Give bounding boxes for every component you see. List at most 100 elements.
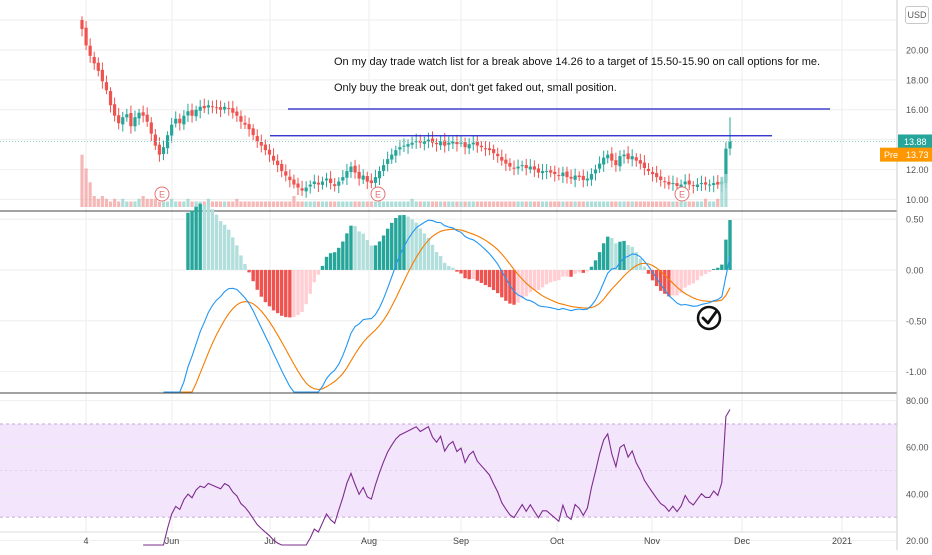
candle-body	[145, 114, 149, 122]
volume-bar	[80, 154, 84, 207]
volume-bar	[414, 201, 418, 207]
candle-body	[569, 176, 573, 179]
volume-bar	[178, 201, 182, 207]
macd-hist-bar	[410, 219, 414, 270]
candle-body	[565, 171, 569, 178]
macd-hist-bar	[210, 209, 215, 270]
candle-body	[699, 183, 704, 185]
volume-bar	[341, 201, 345, 207]
x-tick-label: Dec	[734, 536, 751, 546]
volume-bar	[483, 201, 488, 207]
volume-bar	[475, 201, 479, 207]
volume-bar	[561, 201, 565, 207]
candle-body	[577, 175, 581, 178]
rsi-tick-label: 60.00	[906, 443, 929, 453]
candle-body	[467, 144, 471, 149]
macd-hist-bar	[320, 265, 325, 270]
candle-body	[398, 147, 402, 150]
candle-body	[117, 115, 121, 124]
volume-bar	[659, 201, 663, 207]
volume-bar	[223, 201, 227, 207]
volume-bar	[630, 201, 634, 207]
volume-bar	[516, 201, 520, 207]
volume-bar	[467, 201, 471, 207]
candle-body	[675, 183, 679, 187]
candle-body	[133, 117, 137, 127]
candle-body	[683, 181, 687, 185]
volume-bar	[663, 201, 667, 207]
macd-hist-bar	[483, 269, 488, 286]
macd-hist-bar	[561, 269, 565, 277]
volume-bar	[137, 198, 141, 207]
candle-body	[377, 171, 382, 179]
volume-bar	[642, 201, 647, 207]
macd-hist-bar	[337, 247, 341, 270]
volume-bar	[174, 201, 178, 207]
candle-body	[406, 144, 410, 147]
candle-body	[353, 165, 357, 173]
candle-body	[667, 181, 671, 185]
macd-hist-bar	[369, 245, 374, 270]
volume-bar	[451, 201, 455, 207]
macd-hist-bar	[414, 222, 418, 270]
macd-hist-bar	[406, 216, 410, 270]
volume-bar	[267, 201, 272, 207]
earnings-marker-label: E	[679, 190, 685, 200]
volume-bar	[390, 201, 394, 207]
candle-body	[549, 170, 553, 173]
volume-bar	[345, 201, 349, 207]
volume-bar	[377, 201, 382, 207]
pre-market-badge	[880, 147, 932, 162]
volume-bar	[141, 196, 145, 207]
macd-hist-bar	[271, 269, 276, 311]
volume-bar	[447, 201, 451, 207]
currency-button[interactable]: USD	[905, 6, 929, 24]
candle-body	[386, 159, 390, 164]
candle-body	[243, 122, 247, 125]
volume-bar	[243, 201, 247, 207]
candle-body	[483, 148, 488, 150]
macd-hist-bar	[377, 241, 382, 270]
volume-bar	[280, 201, 284, 207]
volume-bar	[214, 201, 219, 207]
volume-bar	[288, 201, 292, 207]
volume-bar	[394, 201, 398, 207]
rsi-line	[143, 409, 731, 546]
candle-body	[349, 166, 353, 173]
candle-body	[365, 176, 369, 182]
volume-bar	[373, 201, 378, 207]
candle-body	[618, 156, 622, 167]
volume-bar	[524, 201, 528, 207]
candle-body	[255, 136, 259, 142]
volume-bar	[528, 201, 532, 207]
candle-body	[394, 150, 398, 156]
volume-bar	[255, 201, 259, 207]
candle-body	[630, 156, 634, 160]
macd-line	[163, 219, 731, 393]
volume-bar	[284, 201, 288, 207]
macd-hist-bar	[279, 269, 284, 316]
macd-hist-bar	[728, 219, 732, 270]
candle-body	[516, 166, 520, 169]
macd-hist-bar	[536, 269, 541, 291]
volume-bar	[634, 201, 638, 207]
macd-hist-bar	[528, 269, 533, 293]
check-annotation-circle	[696, 305, 722, 331]
volume-bar	[585, 201, 589, 207]
macd-hist-bar	[569, 269, 573, 277]
volume-bar	[84, 168, 88, 207]
macd-hist-bar	[430, 244, 435, 270]
volume-bar	[712, 201, 716, 207]
macd-hist-bar	[447, 266, 451, 270]
volume-bar	[439, 201, 443, 207]
macd-hist-bar	[630, 246, 634, 270]
candle-body	[708, 184, 712, 186]
macd-hist-bar	[711, 268, 716, 270]
macd-hist-bar	[622, 240, 626, 270]
macd-hist-bar	[231, 237, 235, 270]
volume-bar	[292, 196, 296, 207]
volume-bar	[161, 201, 166, 207]
macd-hist-bar	[438, 255, 443, 270]
candle-body	[276, 160, 280, 166]
candle-body	[724, 148, 728, 183]
